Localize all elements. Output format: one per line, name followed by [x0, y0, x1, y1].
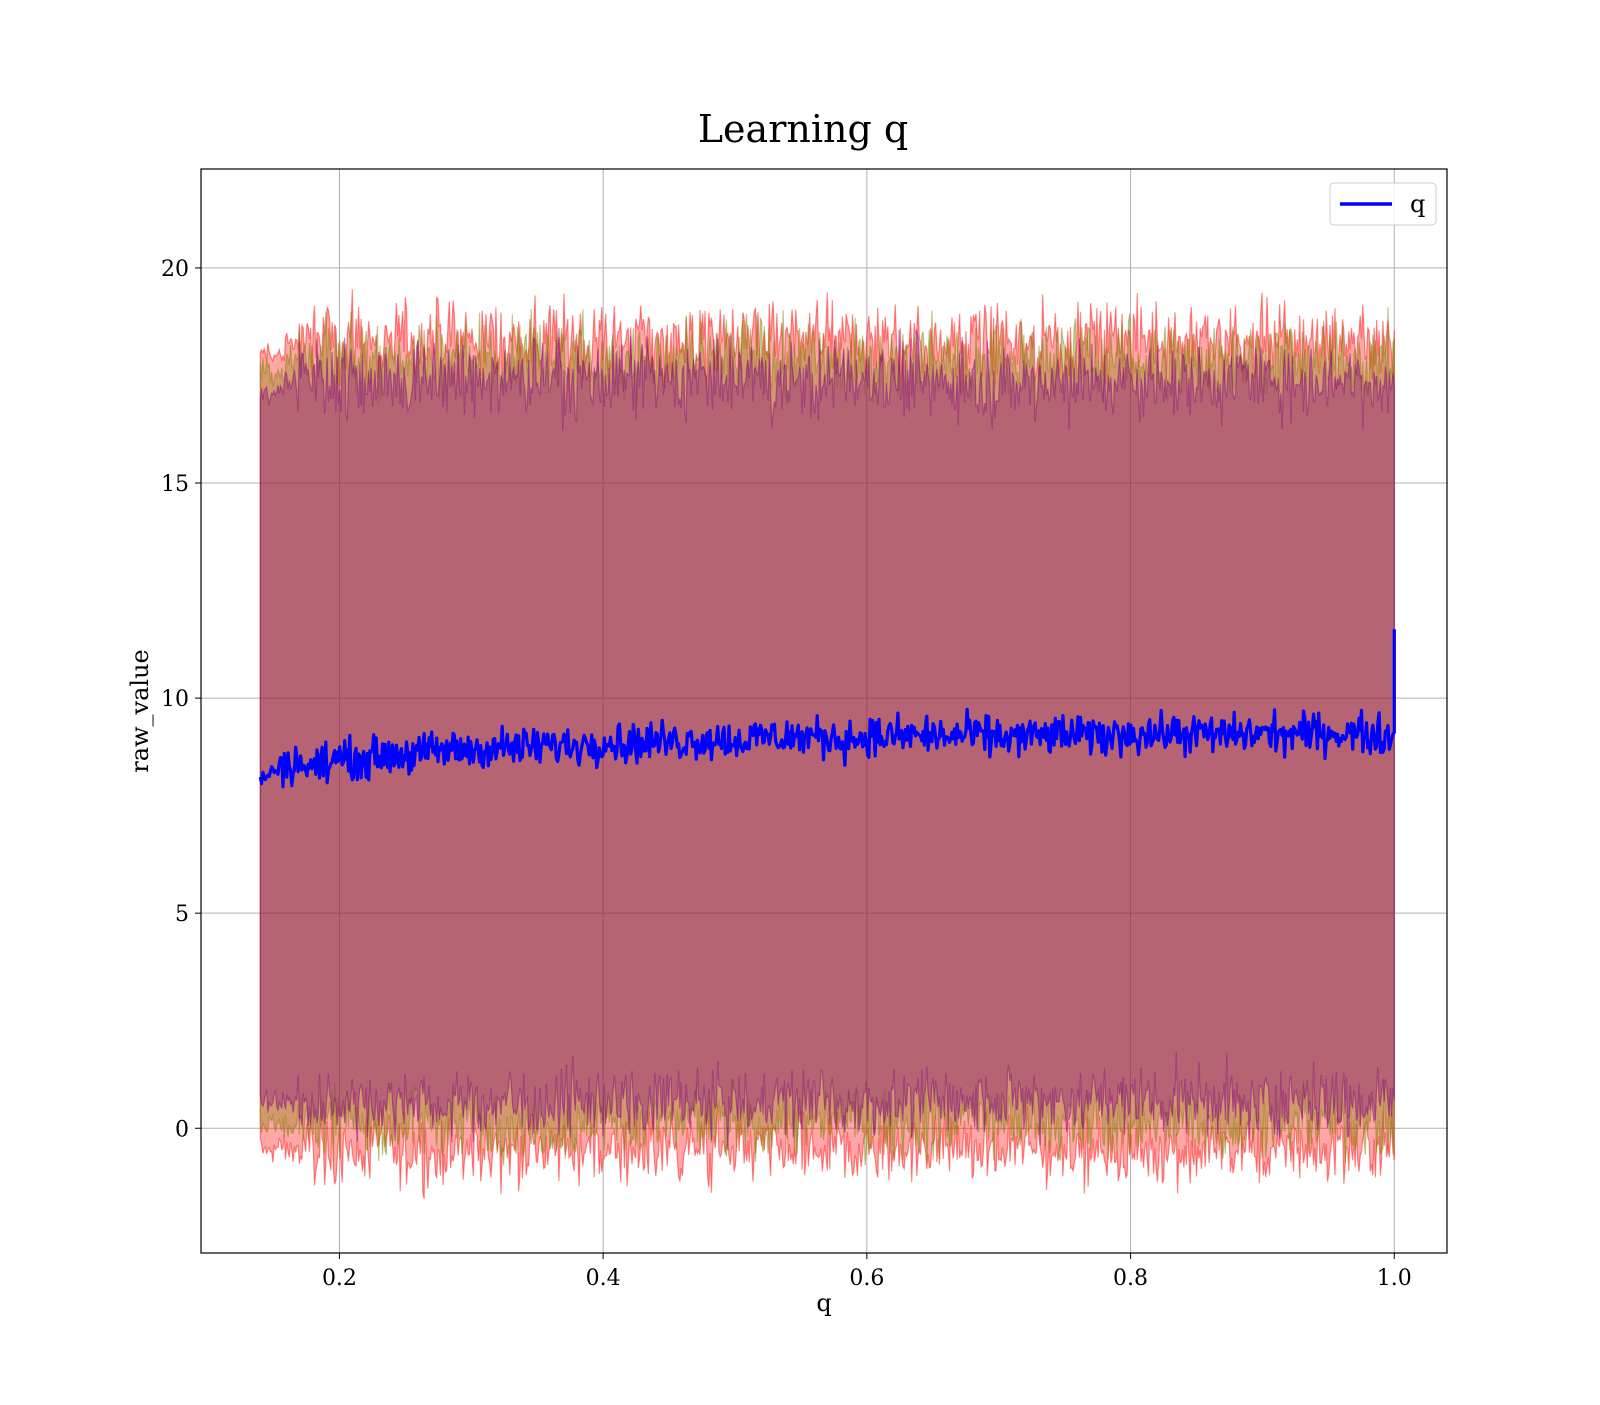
x-axis-label: q [816, 1289, 831, 1317]
y-tick-label: 15 [161, 472, 189, 497]
series-line-q [258, 629, 1396, 789]
plot-frame [200, 168, 1448, 1254]
y-tick-label: 0 [175, 1117, 189, 1142]
y-tick-label: 20 [161, 257, 189, 282]
y-tick-label: 10 [161, 687, 189, 712]
legend-label-q: q [1410, 190, 1425, 218]
series-lines [258, 629, 1396, 789]
x-tick-label: 0.6 [849, 1266, 884, 1291]
legend: q [1329, 182, 1437, 226]
x-tick-label: 0.8 [1113, 1266, 1148, 1291]
chart-title: Learning q [698, 107, 908, 151]
x-tick-label: 0.4 [586, 1266, 621, 1291]
x-tick-label: 1.0 [1377, 1266, 1412, 1291]
ticks: 0.2 0.4 0.6 0.8 1.0 0 5 10 15 20 [161, 257, 1412, 1291]
x-tick-label: 0.2 [322, 1266, 357, 1291]
y-axis-label: raw_value [126, 649, 154, 773]
y-tick-label: 5 [175, 902, 189, 927]
